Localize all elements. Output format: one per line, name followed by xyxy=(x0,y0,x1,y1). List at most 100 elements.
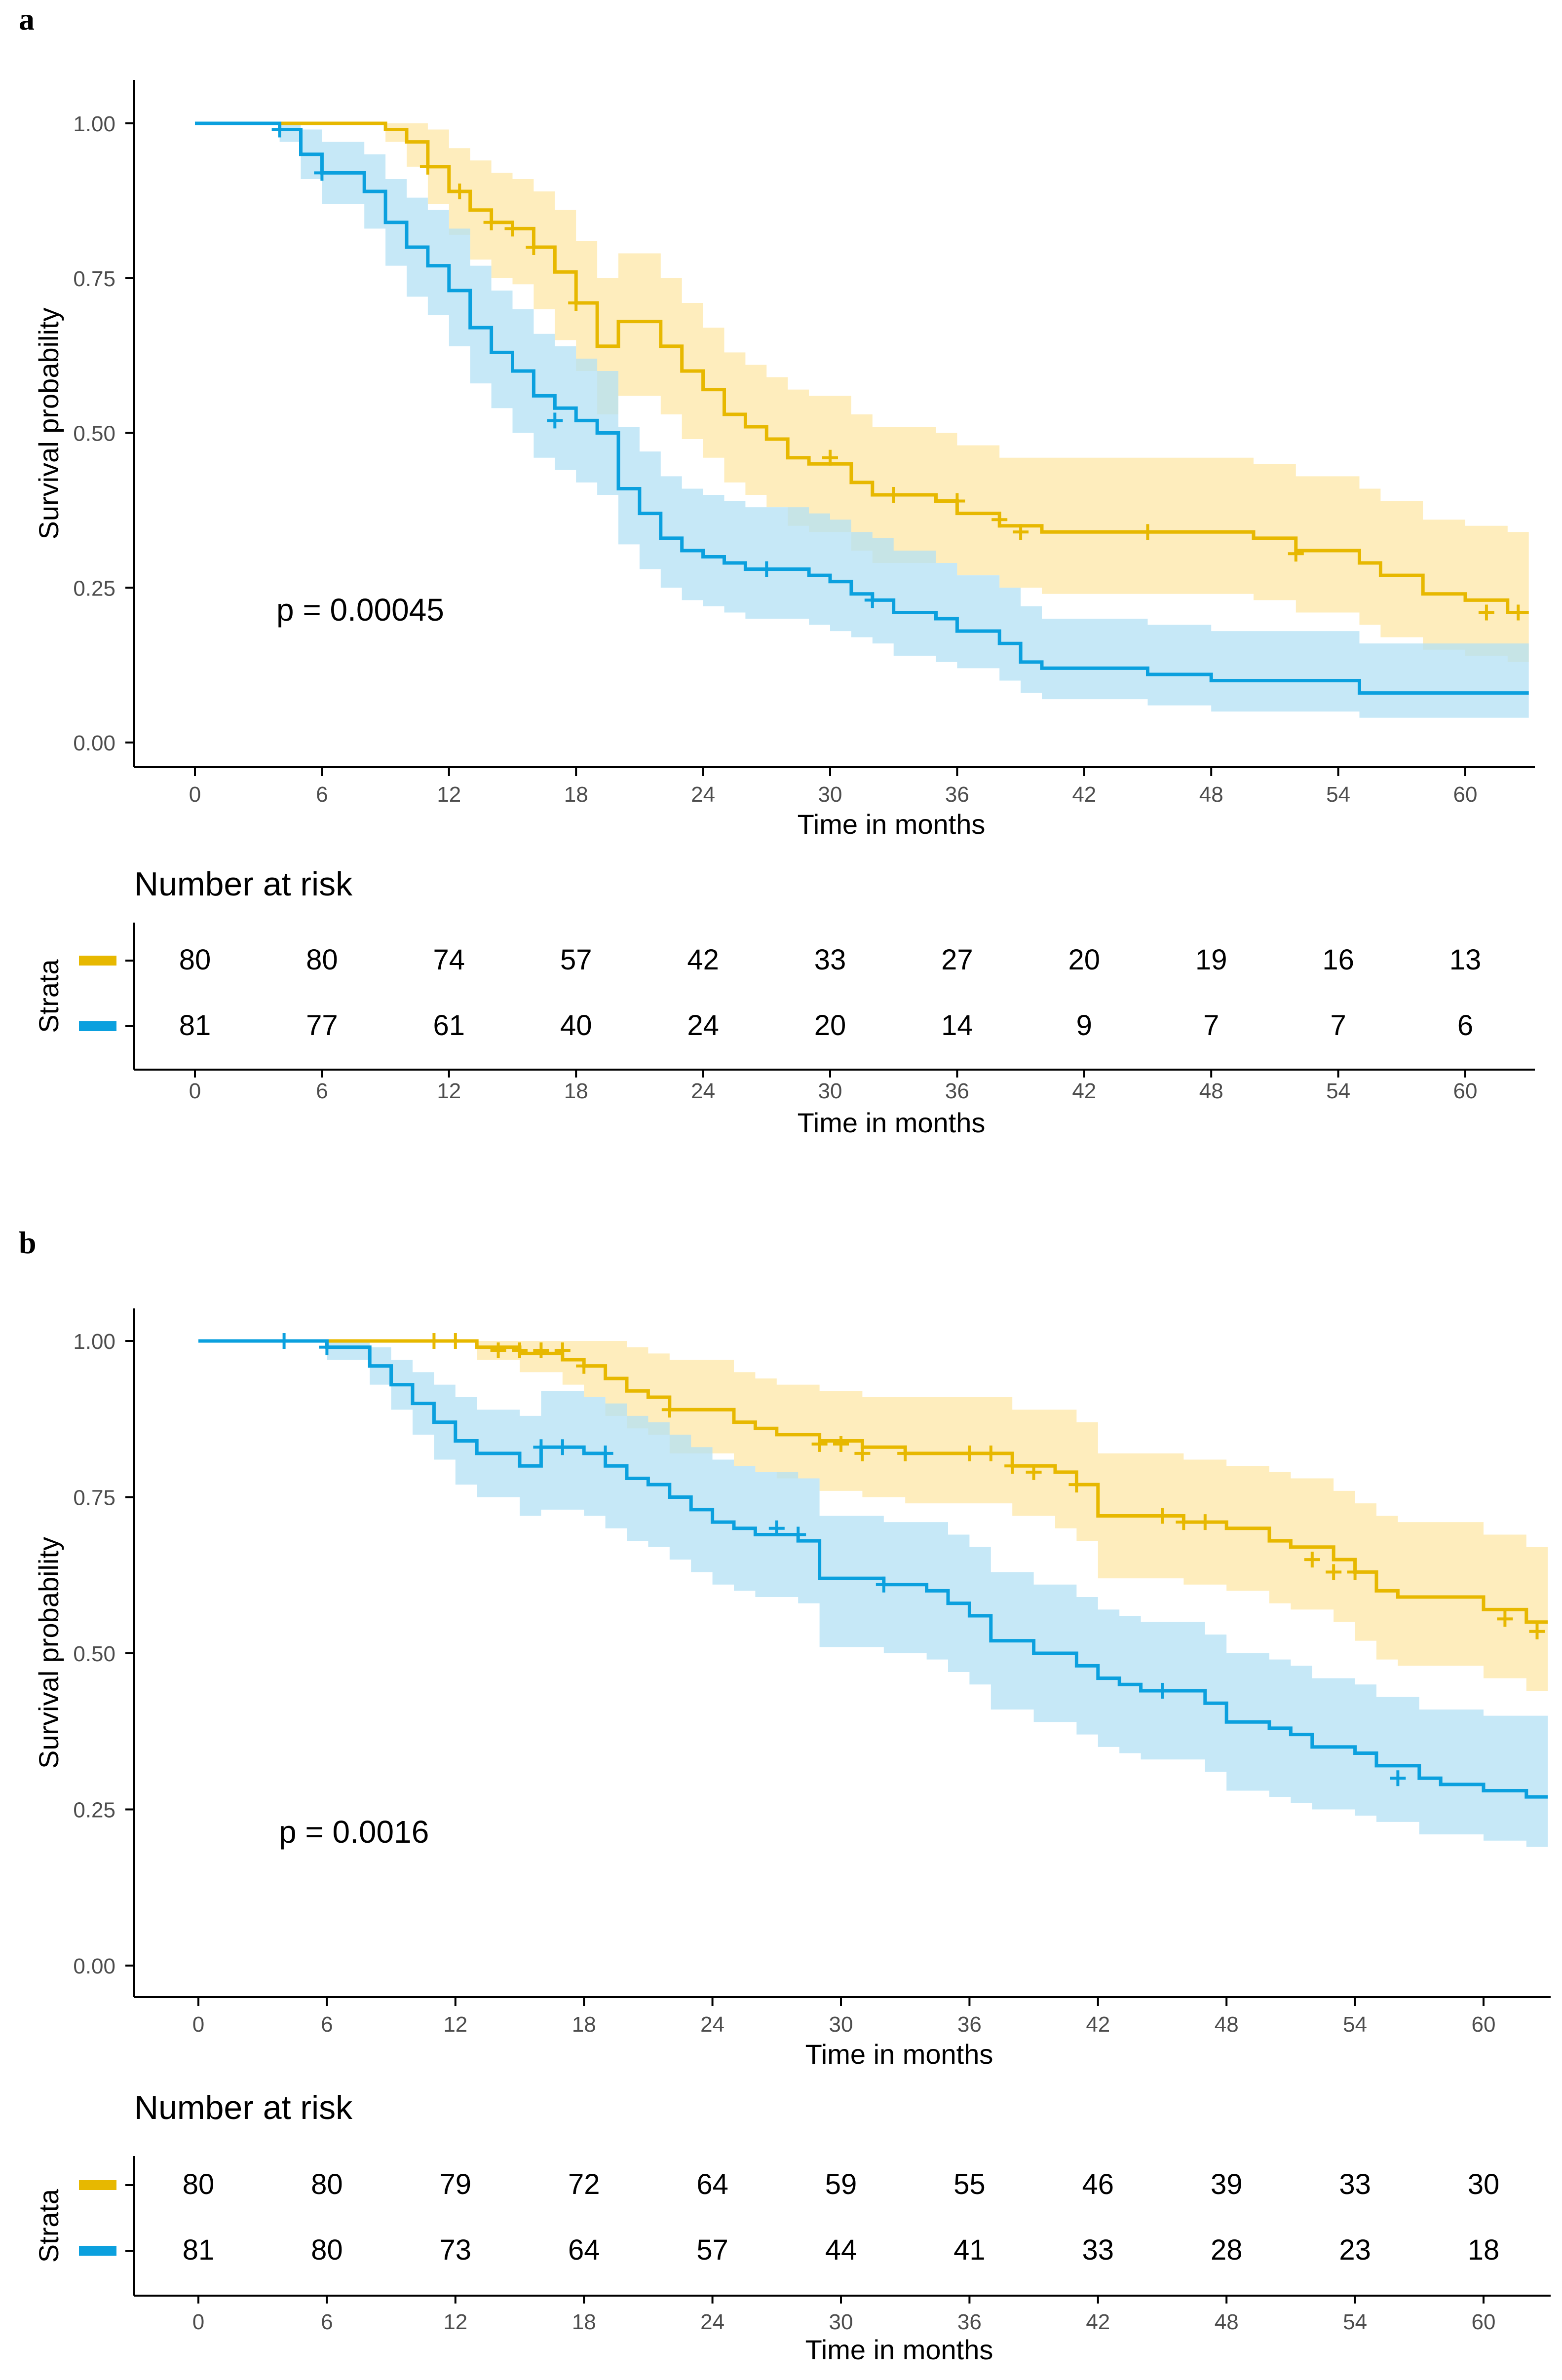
strata1-censor-mark xyxy=(1154,1508,1170,1524)
risk-x-tick-label: 60 xyxy=(1472,2310,1496,2334)
strata1-censor-mark xyxy=(426,1333,442,1349)
x-tick-label: 60 xyxy=(1472,2012,1496,2037)
strata1-censor-mark xyxy=(1176,1514,1192,1530)
strata1-censor-mark xyxy=(961,1445,978,1461)
x-tick-label: 42 xyxy=(1086,2012,1110,2037)
risk-count: 30 xyxy=(1468,2168,1500,2200)
strata2-confidence-band xyxy=(195,123,1529,718)
risk-count: 7 xyxy=(1330,1009,1346,1041)
x-tick-label: 42 xyxy=(1072,782,1096,807)
risk-y-axis-title: Strata xyxy=(33,959,64,1033)
strata1-censor-mark xyxy=(854,1445,871,1461)
risk-x-tick-label: 6 xyxy=(316,1079,328,1103)
x-tick-label: 30 xyxy=(829,2012,853,2037)
risk-count: 59 xyxy=(825,2168,857,2200)
strata1-censor-mark xyxy=(1347,1564,1363,1580)
risk-count: 23 xyxy=(1339,2234,1371,2266)
strata1-censor-mark xyxy=(1497,1611,1513,1627)
risk-count: 64 xyxy=(568,2234,600,2266)
x-tick-label: 0 xyxy=(192,2012,204,2037)
x-tick-label: 54 xyxy=(1343,2012,1367,2037)
strata2-censor-mark xyxy=(547,412,563,429)
risk-x-tick-label: 30 xyxy=(818,1079,842,1103)
x-tick-label: 54 xyxy=(1326,782,1350,807)
strata1-censor-mark xyxy=(554,1342,571,1358)
strata1-censor-mark xyxy=(833,1436,849,1452)
risk-count: 81 xyxy=(183,2234,215,2266)
strata2-censor-mark xyxy=(759,561,775,577)
strata1-censor-mark xyxy=(447,1333,463,1349)
risk-table: Number at risk 80 80 79 72 64 59 55 46 39 33 30 81 80… xyxy=(33,2089,1551,2365)
risk-table-title: Number at risk xyxy=(134,2089,353,2126)
strata1-censor-mark xyxy=(1068,1477,1085,1493)
x-tick-label: 6 xyxy=(321,2012,333,2037)
strata2-censor-mark xyxy=(554,1439,571,1455)
risk-count: 27 xyxy=(941,944,973,976)
risk-x-tick-label: 18 xyxy=(564,1079,588,1103)
x-tick-label: 24 xyxy=(700,2012,724,2037)
risk-x-tick-label: 6 xyxy=(321,2310,333,2334)
strata1-confidence-band xyxy=(198,1341,1548,1691)
risk-count: 6 xyxy=(1457,1009,1473,1041)
x-tick-label: 36 xyxy=(945,782,969,807)
strata2-censor-mark xyxy=(864,592,880,608)
y-axis-title: Survival probability xyxy=(33,308,64,540)
y-tick-label: 0.50 xyxy=(73,1642,115,1666)
risk-count: 33 xyxy=(814,944,846,976)
x-tick-label: 48 xyxy=(1215,2012,1239,2037)
strata1-censor-mark xyxy=(490,1342,506,1358)
risk-count: 13 xyxy=(1449,944,1482,976)
x-tick-label: 48 xyxy=(1199,782,1223,807)
strata-swatch-2 xyxy=(79,2246,116,2256)
strata2-censor-mark xyxy=(533,1439,549,1455)
risk-x-axis-title: Time in months xyxy=(805,2334,993,2365)
strata1-censor-mark xyxy=(949,493,965,509)
risk-count: 19 xyxy=(1195,944,1227,976)
strata1-censor-mark xyxy=(1004,1458,1021,1474)
strata2-censor-mark xyxy=(876,1576,892,1593)
risk-count: 44 xyxy=(825,2234,857,2266)
strata-swatch-2 xyxy=(79,1021,116,1031)
strata1-censor-mark xyxy=(483,214,499,230)
risk-count: 42 xyxy=(687,944,719,976)
risk-count: 16 xyxy=(1322,944,1354,976)
risk-x-tick-label: 36 xyxy=(957,2310,982,2334)
risk-count: 80 xyxy=(311,2234,343,2266)
x-tick-label: 24 xyxy=(691,782,715,807)
strata1-censor-mark xyxy=(1510,604,1526,621)
strata1-censor-mark xyxy=(1529,1623,1545,1639)
x-tick-label: 12 xyxy=(443,2012,467,2037)
strata1-censor-mark xyxy=(822,449,838,466)
p-value: p = 0.0016 xyxy=(279,1814,429,1850)
y-tick-label: 0.00 xyxy=(73,731,115,755)
risk-x-tick-label: 36 xyxy=(945,1079,969,1103)
risk-x-tick-label: 24 xyxy=(691,1079,715,1103)
risk-table-title: Number at risk xyxy=(134,865,353,903)
risk-x-tick-label: 0 xyxy=(189,1079,201,1103)
risk-x-tick-label: 24 xyxy=(700,2310,724,2334)
risk-x-tick-label: 60 xyxy=(1453,1079,1478,1103)
risk-count: 80 xyxy=(179,944,211,976)
panel-a: a 0.00 0.25 0.50 0.75 1.00 0 6 12 18 24 30 36 42 48 54 6… xyxy=(19,1,1535,1138)
y-tick-label: 0.25 xyxy=(73,576,115,600)
risk-count: 80 xyxy=(306,944,338,976)
x-tick-label: 12 xyxy=(437,782,461,807)
strata1-censor-mark xyxy=(1288,546,1304,562)
risk-x-tick-label: 54 xyxy=(1343,2310,1367,2334)
risk-count: 61 xyxy=(433,1009,465,1041)
risk-count: 24 xyxy=(687,1009,719,1041)
risk-count: 33 xyxy=(1339,2168,1371,2200)
x-tick-label: 18 xyxy=(564,782,588,807)
risk-count: 64 xyxy=(696,2168,728,2200)
risk-x-tick-label: 42 xyxy=(1086,2310,1110,2334)
strata2-censor-mark xyxy=(1390,1770,1406,1786)
risk-count: 20 xyxy=(814,1009,846,1041)
risk-y-axis-title: Strata xyxy=(33,2189,64,2263)
risk-count: 80 xyxy=(311,2168,343,2200)
strata2-censor-mark xyxy=(271,121,288,138)
y-axis-title: Survival probability xyxy=(33,1537,64,1769)
y-tick-label: 0.75 xyxy=(73,267,115,291)
risk-x-tick-label: 54 xyxy=(1326,1079,1350,1103)
